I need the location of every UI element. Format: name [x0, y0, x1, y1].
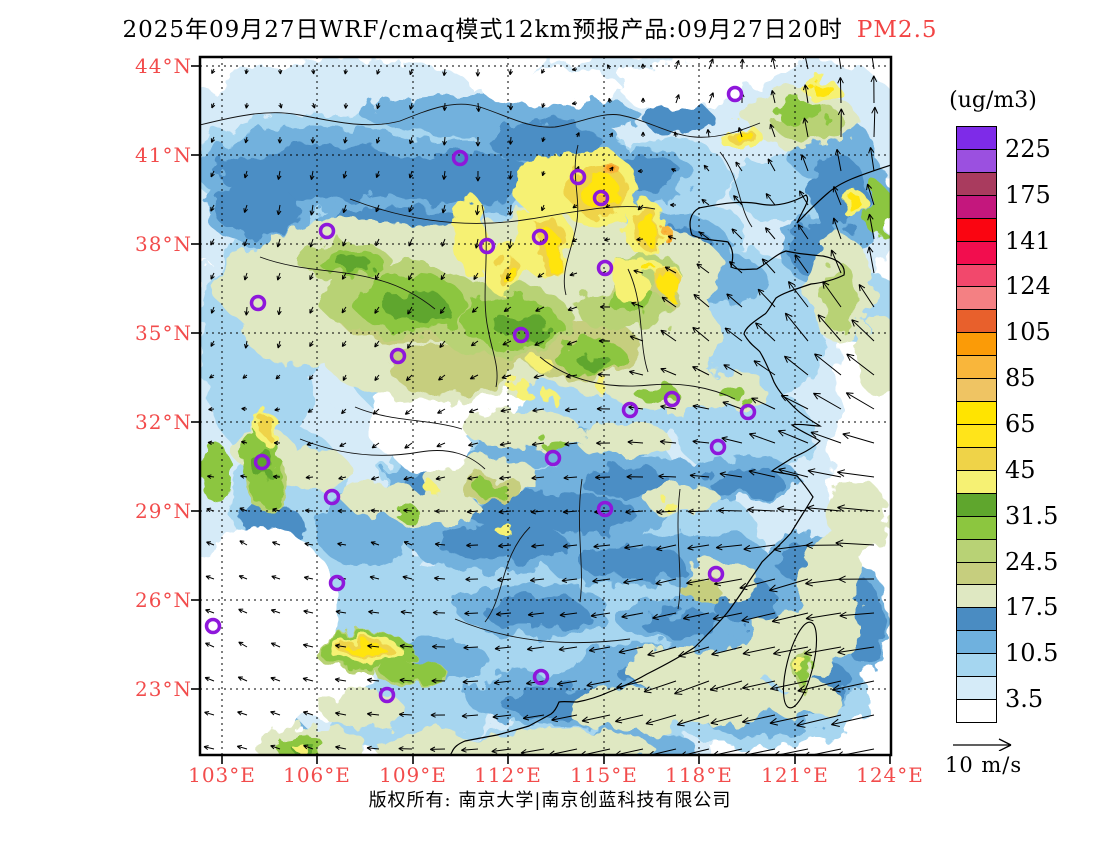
- copyright: 版权所有: 南京大学|南京创蓝科技有限公司: [368, 790, 732, 811]
- colorbar-segment: [956, 240, 997, 265]
- map-svg: [191, 55, 893, 764]
- map-plot: [191, 55, 893, 764]
- colorbar-segment: [956, 561, 997, 586]
- colorbar-segment: [956, 653, 997, 678]
- wind-scale-label: 10 m/s: [945, 753, 1023, 777]
- city-marker: [596, 500, 614, 518]
- lat-axis-label: 41°N: [135, 143, 192, 167]
- lat-axis-label: 23°N: [135, 677, 192, 701]
- lon-axis-label: 124°E: [856, 763, 924, 787]
- colorbar-label: 85: [1005, 364, 1036, 393]
- lon-axis-label: 106°E: [283, 763, 351, 787]
- colorbar-segment: [956, 309, 997, 334]
- colorbar-label: 175: [1005, 180, 1051, 209]
- city-marker: [596, 259, 614, 277]
- city-marker: [544, 449, 562, 467]
- lat-axis-label: 26°N: [135, 588, 192, 612]
- city-marker: [709, 438, 727, 456]
- colorbar-segment: [956, 630, 997, 655]
- colorbar-label: 24.5: [1005, 547, 1059, 576]
- colorbar-segment: [956, 699, 997, 723]
- colorbar-label: 65: [1005, 409, 1036, 438]
- colorbar-segment: [956, 492, 997, 517]
- map-border: [198, 55, 893, 757]
- city-marker: [253, 453, 271, 471]
- city-marker: [663, 390, 681, 408]
- city-marker: [318, 222, 336, 240]
- lon-axis-label: 115°E: [570, 763, 638, 787]
- lon-axis-label: 118°E: [665, 763, 733, 787]
- title-main: 2025年09月27日WRF/cmaq模式12km预报产品:09月27日20时: [122, 17, 843, 43]
- lon-axis-label: 121°E: [761, 763, 829, 787]
- colorbar-label: 3.5: [1005, 684, 1044, 713]
- colorbar-segment: [956, 378, 997, 403]
- page-title: 2025年09月27日WRF/cmaq模式12km预报产品:09月27日20时 P…: [0, 10, 1060, 44]
- colorbar-label: 10.5: [1005, 639, 1059, 668]
- city-marker: [378, 686, 396, 704]
- title-pollutant: PM2.5: [856, 17, 938, 43]
- city-marker: [707, 565, 725, 583]
- colorbar-label: 17.5: [1005, 593, 1059, 622]
- lon-axis-label: 112°E: [474, 763, 542, 787]
- city-marker: [726, 85, 744, 103]
- colorbar-label: 31.5: [1005, 501, 1059, 530]
- lat-axis-label: 29°N: [135, 499, 192, 523]
- lon-axis-label: 109°E: [379, 763, 447, 787]
- colorbar-segment: [956, 607, 997, 632]
- colorbar-segment: [956, 263, 997, 288]
- city-marker: [204, 617, 222, 635]
- axis-ticks: [191, 65, 891, 764]
- pm25-field: [200, 57, 891, 755]
- colorbar-segment: [956, 676, 997, 701]
- colorbar-label: 141: [1005, 226, 1051, 255]
- lat-axis-label: 32°N: [135, 410, 192, 434]
- colorbar-segment: [956, 446, 997, 471]
- colorbar-segment: [956, 148, 997, 173]
- colorbar-segment: [956, 515, 997, 540]
- lon-axis-label: 103°E: [188, 763, 256, 787]
- city-marker: [328, 574, 346, 592]
- city-marker: [323, 488, 341, 506]
- colorbar-segment: [956, 469, 997, 494]
- colorbar-segment: [956, 171, 997, 196]
- colorbar-label: 105: [1005, 318, 1051, 347]
- colorbar-segment: [956, 126, 997, 150]
- city-marker: [478, 237, 496, 255]
- colorbar-label: 225: [1005, 134, 1051, 163]
- city-marker: [739, 403, 757, 421]
- wind-vectors: [203, 57, 879, 755]
- lat-axis-label: 38°N: [135, 232, 192, 256]
- province-borders: [200, 103, 761, 644]
- city-marker: [249, 294, 267, 312]
- lat-axis-label: 44°N: [135, 54, 192, 78]
- wind-scale-arrow: [953, 738, 1012, 751]
- city-marker: [512, 326, 530, 344]
- city-marker: [389, 347, 407, 365]
- wind-scale: 10 m/s: [945, 733, 1075, 777]
- city-markers: [204, 85, 757, 704]
- lat-axis-label: 35°N: [135, 321, 192, 345]
- colorbar-segment: [956, 332, 997, 357]
- colorbar-segment: [956, 401, 997, 425]
- city-marker: [531, 228, 549, 246]
- city-marker: [451, 149, 469, 167]
- colorbar-segment: [956, 584, 997, 609]
- colorbar-segment: [956, 286, 997, 311]
- city-marker: [532, 668, 550, 686]
- colorbar-segment: [956, 538, 997, 563]
- colorbar-segment: [956, 355, 997, 380]
- colorbar-label: 124: [1005, 272, 1051, 301]
- colorbar-segment: [956, 423, 997, 448]
- colorbar-label: 45: [1005, 455, 1036, 484]
- city-marker: [621, 401, 639, 419]
- colorbar: 225 175 141 124 105 85 65 45 31.5 24.5 17.5 10.5 3.5: [956, 126, 1058, 723]
- city-marker: [569, 168, 587, 186]
- city-marker: [592, 189, 610, 207]
- graticule: [200, 57, 891, 755]
- colorbar-segment: [956, 217, 997, 242]
- colorbar-unit: (ug/m3): [949, 88, 1037, 113]
- coastline: [449, 164, 891, 755]
- colorbar-segment: [956, 194, 997, 219]
